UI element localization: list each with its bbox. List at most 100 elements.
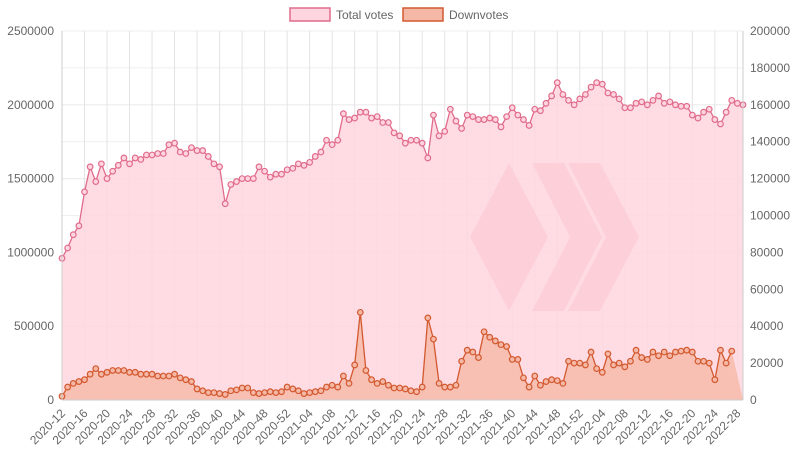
data-point-total-votes[interactable] xyxy=(64,244,72,252)
data-point-downvotes[interactable] xyxy=(323,383,330,391)
data-point-downvotes[interactable] xyxy=(137,370,145,378)
data-point-downvotes[interactable] xyxy=(413,388,420,396)
data-point-downvotes[interactable] xyxy=(103,368,111,376)
data-point-total-votes[interactable] xyxy=(182,150,190,157)
data-point-downvotes[interactable] xyxy=(126,368,133,376)
data-point-total-votes[interactable] xyxy=(520,116,527,123)
data-point-downvotes[interactable] xyxy=(441,383,449,391)
data-point-total-votes[interactable] xyxy=(294,160,302,168)
data-point-total-votes[interactable] xyxy=(300,161,308,169)
data-point-downvotes[interactable] xyxy=(311,388,319,396)
data-point-total-votes[interactable] xyxy=(238,175,246,183)
data-point-downvotes[interactable] xyxy=(233,386,240,394)
data-point-total-votes[interactable] xyxy=(638,98,646,106)
data-point-total-votes[interactable] xyxy=(362,108,370,116)
data-point-total-votes[interactable] xyxy=(154,150,162,157)
data-point-total-votes[interactable] xyxy=(486,114,494,122)
data-point-total-votes[interactable] xyxy=(694,114,702,122)
data-point-total-votes[interactable] xyxy=(216,163,223,171)
data-point-total-votes[interactable] xyxy=(463,111,471,119)
data-point-total-votes[interactable] xyxy=(86,163,94,171)
data-point-total-votes[interactable] xyxy=(722,108,730,116)
data-point-downvotes[interactable] xyxy=(508,356,516,363)
data-point-downvotes[interactable] xyxy=(159,372,167,380)
data-point-total-votes[interactable] xyxy=(610,91,617,98)
data-point-downvotes[interactable] xyxy=(497,341,505,349)
data-point-total-votes[interactable] xyxy=(582,91,589,98)
data-point-total-votes[interactable] xyxy=(126,160,133,168)
data-point-downvotes[interactable] xyxy=(143,370,150,378)
data-point-total-votes[interactable] xyxy=(649,96,657,104)
legend-item-downvotes[interactable]: Downvotes xyxy=(402,7,508,22)
data-point-total-votes[interactable] xyxy=(576,95,584,103)
data-point-total-votes[interactable] xyxy=(351,114,359,122)
data-point-downvotes[interactable] xyxy=(368,376,375,384)
data-point-downvotes[interactable] xyxy=(334,383,342,391)
data-point-downvotes[interactable] xyxy=(176,374,184,382)
data-point-downvotes[interactable] xyxy=(576,359,584,367)
data-point-downvotes[interactable] xyxy=(486,333,494,341)
data-point-downvotes[interactable] xyxy=(261,389,269,397)
data-point-total-votes[interactable] xyxy=(266,173,274,181)
data-point-total-votes[interactable] xyxy=(323,136,330,144)
data-point-downvotes[interactable] xyxy=(649,348,657,356)
data-point-total-votes[interactable] xyxy=(97,160,105,168)
data-point-total-votes[interactable] xyxy=(401,139,409,147)
data-point-downvotes[interactable] xyxy=(69,379,77,387)
data-point-total-votes[interactable] xyxy=(143,151,150,159)
data-point-total-votes[interactable] xyxy=(655,92,662,100)
data-point-downvotes[interactable] xyxy=(536,381,544,389)
data-point-total-votes[interactable] xyxy=(542,99,550,107)
data-point-total-votes[interactable] xyxy=(711,116,719,123)
data-point-total-votes[interactable] xyxy=(379,119,387,126)
data-point-downvotes[interactable] xyxy=(627,357,634,365)
data-point-total-votes[interactable] xyxy=(188,144,195,152)
data-point-downvotes[interactable] xyxy=(615,359,623,367)
data-point-downvotes[interactable] xyxy=(356,308,364,316)
data-point-total-votes[interactable] xyxy=(733,99,741,107)
data-point-downvotes[interactable] xyxy=(705,359,713,367)
data-point-downvotes[interactable] xyxy=(407,387,415,395)
data-point-downvotes[interactable] xyxy=(227,387,235,395)
data-point-downvotes[interactable] xyxy=(199,387,207,395)
data-point-downvotes[interactable] xyxy=(255,390,263,397)
data-point-total-votes[interactable] xyxy=(593,79,601,87)
data-point-total-votes[interactable] xyxy=(221,200,229,208)
data-point-total-votes[interactable] xyxy=(317,148,325,156)
data-point-total-votes[interactable] xyxy=(204,153,212,160)
data-point-downvotes[interactable] xyxy=(480,328,488,336)
data-point-downvotes[interactable] xyxy=(216,390,223,397)
data-point-total-votes[interactable] xyxy=(159,150,167,157)
data-point-downvotes[interactable] xyxy=(120,367,128,374)
data-point-downvotes[interactable] xyxy=(452,381,460,389)
data-point-downvotes[interactable] xyxy=(446,383,454,391)
data-point-total-votes[interactable] xyxy=(233,178,240,185)
data-point-total-votes[interactable] xyxy=(120,154,128,162)
data-point-downvotes[interactable] xyxy=(475,354,482,361)
data-point-downvotes[interactable] xyxy=(81,376,88,384)
data-point-downvotes[interactable] xyxy=(598,368,606,376)
data-point-downvotes[interactable] xyxy=(340,372,347,380)
data-point-downvotes[interactable] xyxy=(604,350,612,358)
data-point-total-votes[interactable] xyxy=(210,160,218,168)
data-point-total-votes[interactable] xyxy=(525,122,533,129)
data-point-downvotes[interactable] xyxy=(362,367,370,374)
data-point-total-votes[interactable] xyxy=(407,136,415,144)
data-point-downvotes[interactable] xyxy=(424,314,432,322)
data-point-downvotes[interactable] xyxy=(593,365,601,373)
data-point-downvotes[interactable] xyxy=(114,367,122,374)
data-point-downvotes[interactable] xyxy=(390,384,398,392)
data-point-downvotes[interactable] xyxy=(300,390,308,397)
data-point-total-votes[interactable] xyxy=(683,102,691,110)
data-point-total-votes[interactable] xyxy=(700,108,707,116)
data-point-downvotes[interactable] xyxy=(711,376,719,384)
data-point-downvotes[interactable] xyxy=(548,376,556,384)
data-point-downvotes[interactable] xyxy=(249,389,257,397)
data-point-total-votes[interactable] xyxy=(283,166,291,174)
data-point-downvotes[interactable] xyxy=(525,383,533,391)
data-point-downvotes[interactable] xyxy=(345,379,353,387)
data-point-downvotes[interactable] xyxy=(587,348,595,356)
data-point-total-votes[interactable] xyxy=(660,99,668,107)
data-point-total-votes[interactable] xyxy=(728,96,736,104)
data-point-downvotes[interactable] xyxy=(666,352,674,360)
